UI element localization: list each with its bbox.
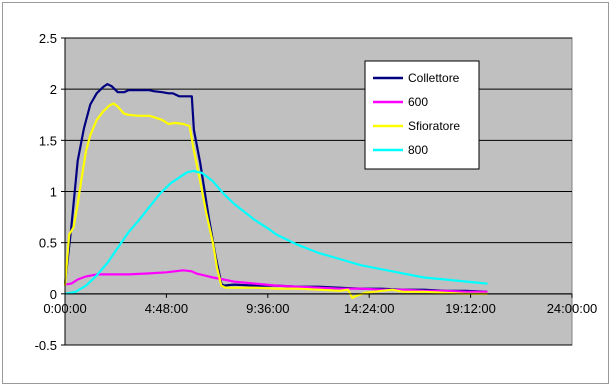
y-tick-label-0: -0.5 — [35, 338, 57, 353]
legend-label-3: 800 — [408, 143, 428, 157]
series-line-3 — [64, 169, 488, 295]
legend-label-2: Sfioratore — [408, 119, 460, 133]
x-tick-label-1: 4:48:00 — [145, 301, 188, 316]
x-tick-label-0: 0:00:00 — [43, 301, 86, 316]
y-tick-label-2: 0.5 — [39, 236, 57, 251]
series-layer — [63, 82, 488, 299]
x-tick-label-4: 19:12:00 — [445, 301, 496, 316]
x-tick-label-3: 14:24:00 — [344, 301, 395, 316]
line-chart: -0.5 0 0.5 1 1.5 2 2.5 0:00:00 4:48:00 9:36:00 14:… — [35, 31, 598, 353]
x-tick-label-2: 9:36:00 — [246, 301, 289, 316]
y-tick-label-3: 1 — [50, 185, 57, 200]
legend: Collettore 600 Sfioratore 800 — [364, 60, 480, 170]
x-tick-label-5: 24:00:00 — [547, 301, 598, 316]
series-line-2 — [63, 102, 488, 299]
legend-label-0: Collettore — [408, 71, 460, 85]
y-tick-label-4: 1.5 — [39, 133, 57, 148]
chart-frame: -0.5 0 0.5 1 1.5 2 2.5 0:00:00 4:48:00 9:36:00 14:… — [2, 2, 609, 384]
legend-label-1: 600 — [408, 95, 428, 109]
y-tick-label-5: 2 — [50, 82, 57, 97]
y-tick-label-1: 0 — [50, 287, 57, 302]
axes: -0.5 0 0.5 1 1.5 2 2.5 0:00:00 4:48:00 9:36:00 14:… — [35, 31, 598, 353]
y-tick-label-6: 2.5 — [39, 31, 57, 46]
